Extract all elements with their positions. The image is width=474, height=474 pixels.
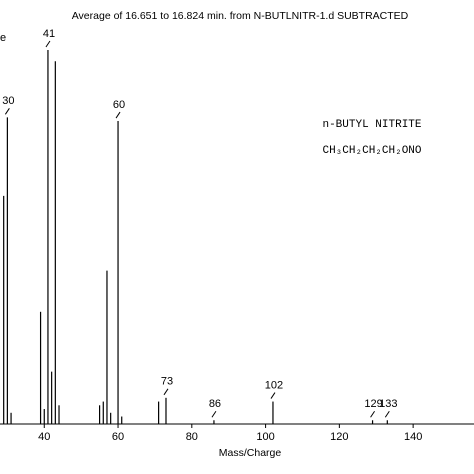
- annotation-tick: [270, 392, 276, 399]
- annotation-tick: [211, 410, 217, 418]
- x-tick-label: 140: [404, 431, 422, 443]
- peak-label: 60: [113, 99, 125, 111]
- annotation-tick: [163, 388, 169, 396]
- compound-name: n-BUTYL NITRITE: [322, 119, 421, 131]
- peak-label: 133: [379, 398, 397, 410]
- x-axis-label: Mass/Charge: [219, 447, 282, 459]
- peak-label: 86: [209, 398, 221, 410]
- peak-label: 73: [161, 376, 173, 388]
- peak-label: 129: [364, 398, 382, 410]
- x-tick-label: 40: [38, 431, 50, 443]
- x-tick-label: 80: [186, 431, 198, 443]
- x-tick-label: 100: [256, 431, 274, 443]
- annotation-tick: [370, 410, 375, 418]
- annotation-tick: [115, 111, 121, 119]
- annotation-tick: [45, 40, 51, 48]
- annotation-tick: [384, 410, 390, 418]
- y-axis-label: e: [0, 32, 6, 44]
- annotation-tick: [4, 108, 10, 115]
- peak-label: 41: [43, 28, 55, 40]
- peak-label: 30: [2, 95, 14, 107]
- x-tick-label: 120: [330, 431, 348, 443]
- x-tick-label: 60: [112, 431, 124, 443]
- chart-title: Average of 16.651 to 16.824 min. from N-…: [72, 10, 409, 22]
- peak-label: 102: [265, 379, 283, 391]
- compound-formula: CH₃CH₂CH₂CH₂ONO: [322, 145, 421, 157]
